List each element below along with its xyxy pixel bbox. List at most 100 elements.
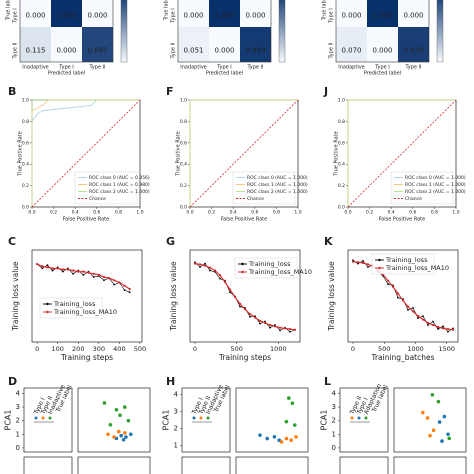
scatter-point bbox=[421, 410, 425, 415]
line-series bbox=[31, 99, 140, 207]
ma-point bbox=[46, 266, 49, 269]
heatmap-cell bbox=[82, 27, 113, 62]
scatter-point bbox=[446, 432, 450, 437]
axes-frame bbox=[339, 387, 389, 453]
ma-point bbox=[446, 327, 450, 331]
loss-point bbox=[279, 329, 281, 332]
x-tick-label: 1000 bbox=[270, 345, 287, 353]
ma-point bbox=[258, 319, 262, 322]
y-tick-label: 2 bbox=[16, 417, 20, 425]
ma-point bbox=[223, 280, 227, 284]
x-tick-label: 0.2 bbox=[50, 210, 57, 216]
heatmap-cell bbox=[240, 0, 271, 27]
y-axis-label: Training loss value bbox=[11, 261, 20, 332]
loss-point bbox=[219, 277, 221, 280]
heatmap-cell bbox=[398, 0, 429, 27]
x-tick-label: 0.2 bbox=[208, 210, 215, 216]
x-tick-label: Type I bbox=[374, 65, 390, 71]
loss-point bbox=[442, 325, 444, 328]
y-tick-label: 1.0 bbox=[180, 98, 187, 104]
scatter-point bbox=[114, 407, 119, 412]
heatmap-cell bbox=[398, 27, 429, 62]
ma-point bbox=[263, 321, 267, 325]
y-tick-label: Type II bbox=[13, 42, 19, 59]
legend-label: ROC class 0 (AUC = 0.956) bbox=[89, 175, 150, 181]
x-tick-label: 0.0 bbox=[28, 210, 35, 216]
heatmap-cell bbox=[336, 0, 367, 27]
ma-point bbox=[218, 274, 222, 277]
panel-label: G bbox=[166, 235, 175, 248]
ma-point bbox=[228, 288, 232, 291]
axes-frame bbox=[339, 456, 389, 474]
y-tick-label: 0.6 bbox=[180, 140, 187, 146]
x-axis-label: Predicted label bbox=[206, 71, 243, 77]
legend-marker bbox=[48, 416, 52, 420]
loss-point bbox=[113, 283, 116, 286]
cell-label: 0.000 bbox=[372, 47, 392, 55]
y-axis-label: PCA1 bbox=[320, 410, 329, 431]
x-tick-label: 0.6 bbox=[93, 210, 100, 216]
ma-point bbox=[87, 271, 90, 274]
ma-point bbox=[82, 270, 85, 273]
heatmap-cell bbox=[51, 0, 82, 27]
scatter-point bbox=[437, 420, 442, 424]
scatter-point bbox=[265, 436, 270, 441]
y-axis-label: True label bbox=[322, 0, 328, 21]
panel-label: H bbox=[166, 375, 175, 388]
ma-point bbox=[436, 325, 440, 329]
y-tick-label: 0.8 bbox=[22, 119, 29, 125]
loss-point bbox=[204, 262, 206, 265]
x-axis-label: Predicted label bbox=[48, 71, 85, 77]
loss-point bbox=[209, 269, 211, 272]
cell-label: 0.051 bbox=[183, 47, 203, 55]
axes-frame bbox=[235, 387, 309, 453]
legend-label: Training_loss bbox=[385, 256, 428, 264]
scatter-point bbox=[123, 431, 127, 435]
loss-point bbox=[269, 326, 271, 329]
scatter-point bbox=[106, 432, 110, 437]
heatmap-cell bbox=[51, 27, 82, 62]
x-tick-label: 0.6 bbox=[409, 210, 416, 216]
legend-label: Chance bbox=[89, 196, 106, 202]
x-tick-label: Inadaptive bbox=[338, 65, 365, 71]
cell-label: 0.930 bbox=[403, 47, 423, 55]
y-tick-label: 3 bbox=[332, 403, 336, 411]
axes-frame bbox=[23, 456, 73, 474]
x-tick-label: 0.2 bbox=[366, 210, 373, 216]
legend-box bbox=[234, 257, 298, 279]
ma-point bbox=[102, 275, 106, 279]
heatmap-frame bbox=[335, 0, 430, 63]
scatter-point bbox=[102, 401, 107, 405]
ma-point bbox=[288, 327, 292, 331]
ma-point bbox=[113, 279, 116, 282]
ma-point bbox=[396, 292, 400, 295]
x-tick-label: 0.0 bbox=[186, 210, 193, 216]
ma-point bbox=[253, 316, 257, 319]
x-tick-label: 0.6 bbox=[251, 210, 258, 216]
axes-frame bbox=[393, 387, 467, 453]
axes-frame bbox=[393, 456, 467, 474]
loss-point bbox=[362, 260, 364, 262]
legend-marker bbox=[241, 262, 244, 266]
x-tick-label: Type II bbox=[404, 65, 421, 71]
x-tick-label: 0 bbox=[35, 345, 39, 353]
y-axis-label: PCA1 bbox=[162, 410, 171, 431]
legend-marker bbox=[364, 416, 368, 420]
y-tick-label: 4 bbox=[174, 391, 179, 399]
legend-label: Training_loss bbox=[53, 300, 96, 308]
x-tick-label: 500 bbox=[230, 345, 242, 353]
y-tick-label: 3 bbox=[174, 408, 178, 416]
scatter-point bbox=[284, 436, 289, 441]
loss-point bbox=[417, 317, 419, 320]
legend-label: ROC class 1 (AUC = 1.000) bbox=[405, 182, 466, 188]
scatter-point bbox=[425, 416, 430, 420]
legend-label: Training_loss bbox=[248, 260, 291, 268]
y-tick-label: 2 bbox=[174, 424, 178, 432]
x-axis-label: False Positive Rate bbox=[63, 217, 109, 223]
panel-label: K bbox=[324, 235, 333, 248]
scatter-point bbox=[126, 418, 131, 423]
loss-point bbox=[437, 328, 439, 330]
ma-point bbox=[283, 327, 287, 330]
scatter-point bbox=[121, 437, 126, 442]
scatter-point bbox=[258, 433, 262, 437]
